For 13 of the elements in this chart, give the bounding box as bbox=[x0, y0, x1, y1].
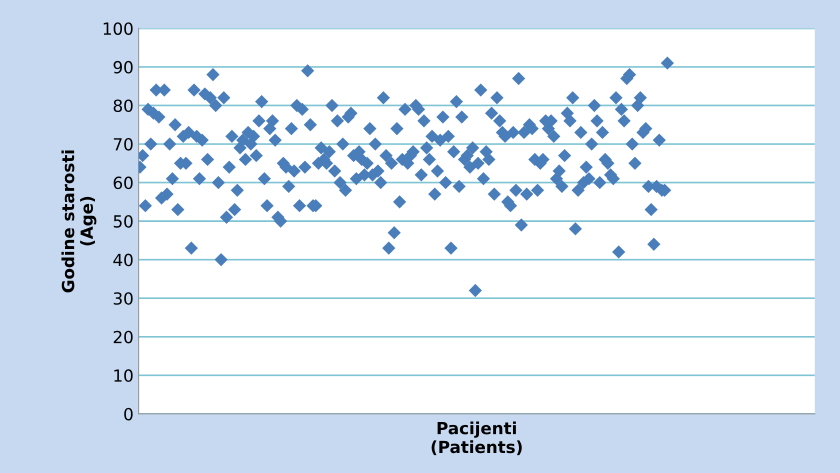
y-tick-label: 0 bbox=[124, 408, 133, 420]
y-tick-label: 100 bbox=[104, 22, 133, 35]
y-tick-label: 10 bbox=[114, 369, 133, 382]
y-tick-label: 30 bbox=[114, 292, 133, 305]
y-tick-label: 60 bbox=[114, 176, 133, 190]
y-tick-label: 70 bbox=[114, 138, 133, 151]
y-tick-label: 50 bbox=[114, 215, 133, 228]
y-tick-label: 80 bbox=[114, 99, 133, 112]
y-tick-label: 20 bbox=[114, 330, 133, 344]
y-tick-label: 90 bbox=[114, 60, 133, 74]
y-tick-label: 40 bbox=[113, 254, 133, 266]
x-axis-title: Pacijenti (Patients) bbox=[432, 422, 522, 456]
y-axis-title: Godine starosti (Age) bbox=[61, 150, 96, 292]
